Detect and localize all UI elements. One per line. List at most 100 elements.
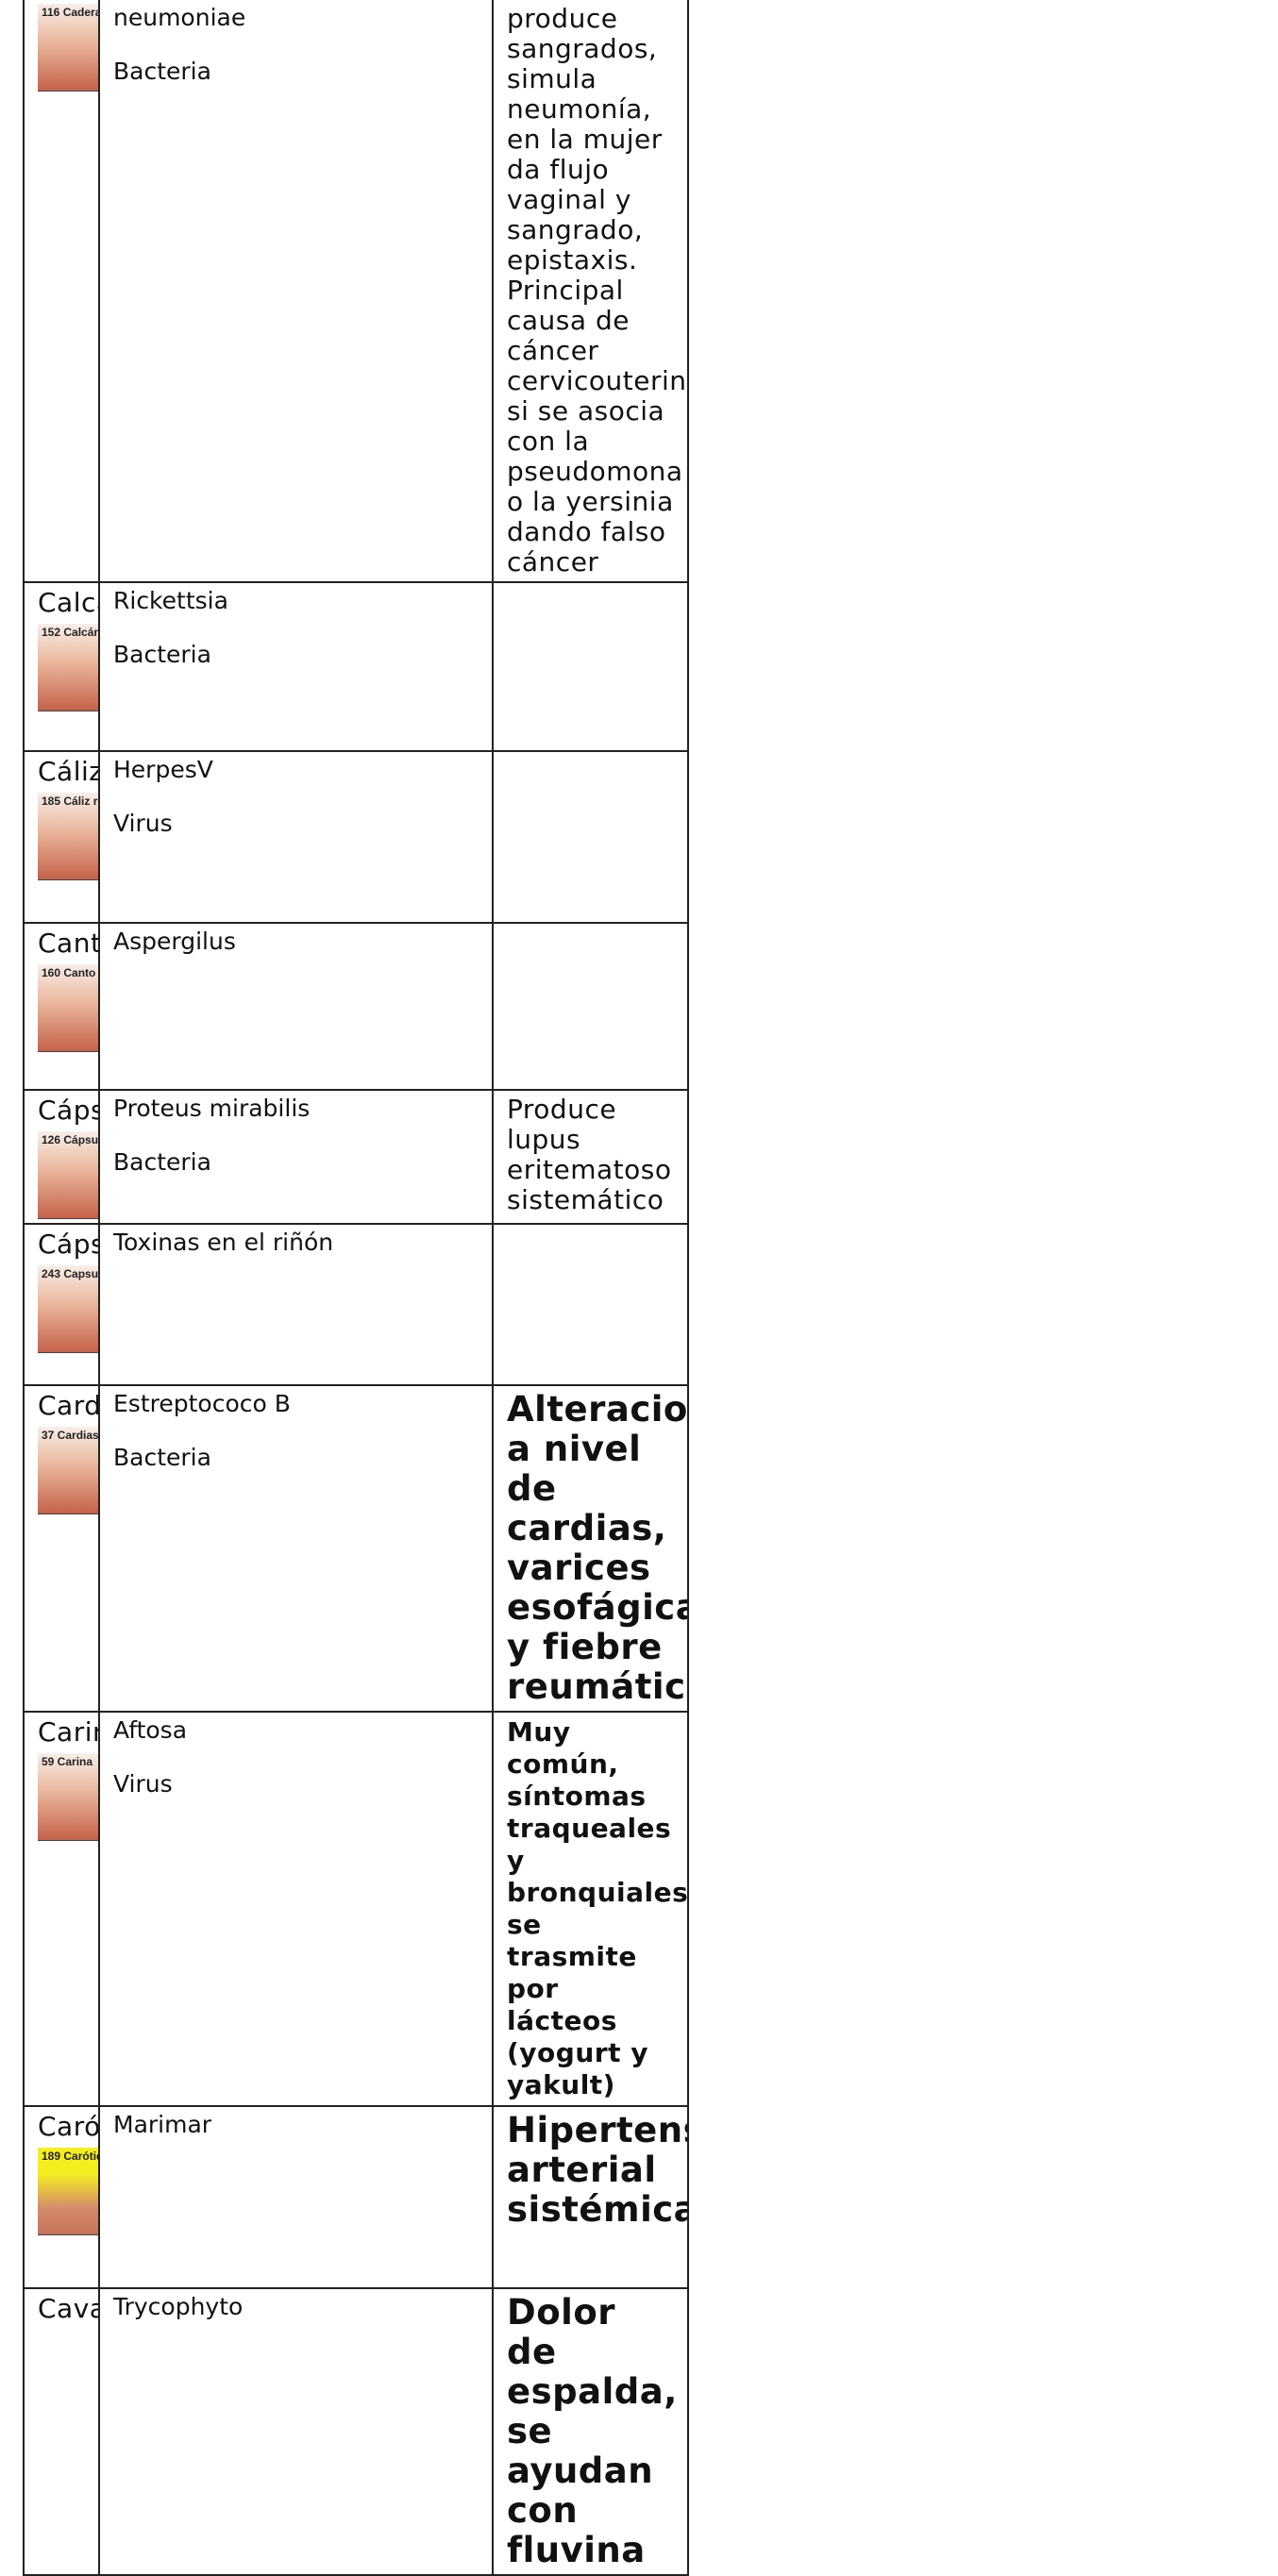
point-cell: Cáliz Renal– Urétero 185 Cáliz renal185 U… xyxy=(23,750,100,924)
table-row: 30Cápsula Renal– Cáp Renal126 Cápsula re… xyxy=(23,1089,1260,1225)
description-cell: Muy común, síntomas traqueales y bronqui… xyxy=(492,1711,689,2107)
point-cell: Cava– Cava xyxy=(23,2287,100,2576)
description-cell: Hipertensión arterial sistémica xyxy=(492,2105,689,2289)
point-images: 160 Canto160 Canto xyxy=(38,964,97,1052)
pathogen-cell: Toxinas en el riñón xyxy=(98,1223,494,1386)
pathogen-line: Bacteria xyxy=(113,1444,211,1471)
point-title: Cápsula Renal– Cáp Renal xyxy=(38,1095,97,1126)
point-images: 185 Cáliz renal185 Uretero xyxy=(38,793,98,880)
point-image: 160 Canto xyxy=(38,964,97,1051)
description: Hipertensión arterial sistémica xyxy=(507,2110,688,2230)
point-image: 189 Carótida xyxy=(38,2148,97,2234)
pathogen-line: HerpesV xyxy=(113,756,213,783)
point-title: Cápsula renal – Vejiga xyxy=(38,1229,97,1260)
point-cell: Canto Ojo - Canto Del Ojo 160 Canto160 Ca… xyxy=(23,922,100,1091)
description-cell xyxy=(492,922,689,1091)
table-row: 28Cáliz Renal– Urétero185 Cáliz renal185… xyxy=(23,750,1260,924)
description-cell xyxy=(492,750,689,924)
pathogen-line: Bacteria xyxy=(113,1148,211,1176)
description-cell: Alteraciones a nivel de cardias, varices… xyxy=(492,1384,689,1713)
pathogen-line: Aftosa xyxy=(113,1716,188,1744)
description-cell: produce sangrados, simula neumonía, en l… xyxy=(492,0,689,583)
point-title: Cardias– Suprarrenales xyxy=(38,1390,99,1421)
point-images: 189 Carótida189 Carótida xyxy=(38,2148,97,2235)
table-row: 35Cava– CavaTrycophytoDolor de espalda, … xyxy=(23,2287,1260,2576)
description-cell xyxy=(492,1223,689,1386)
point-image: 59 Carina xyxy=(38,1753,97,1840)
point-image: 116 Cadera xyxy=(38,4,99,91)
description: Produce lupus eritematoso sistemático xyxy=(507,1094,672,1215)
point-cell: 116 Cadera116 Cadera xyxy=(23,0,100,583)
pathogen-line: Proteus mirabilis xyxy=(113,1095,311,1122)
pathogen-line: Bacteria xyxy=(113,641,211,668)
description: Alteraciones a nivel de cardias, varices… xyxy=(507,1389,688,1707)
table-row: 29Canto Ojo - Canto Del Ojo160 Canto160 … xyxy=(23,922,1260,1091)
image-label: 243 Capsula Renal xyxy=(42,1267,99,1280)
point-image: 152 Calcáneo xyxy=(38,624,97,711)
point-cell: Cápsula renal – Vejiga 243 Capsula Renal2… xyxy=(23,1223,100,1386)
point-image: 37 Cardias xyxy=(38,1427,99,1514)
image-label: 126 Cápsula renal xyxy=(42,1133,99,1146)
point-image: 126 Cápsula renal xyxy=(38,1131,99,1218)
table-row: 32Cardias– Suprarrenales37 Cardias37 Sup… xyxy=(23,1384,1260,1713)
image-label: 37 Cardias xyxy=(42,1429,99,1442)
table-row: 27Calcáneo– Calcáneo152 Calcáneo152 Calc… xyxy=(23,581,1260,752)
pathogen-cell: Marimar xyxy=(98,2105,494,2289)
point-images: 152 Calcáneo152 Calcáneo xyxy=(38,624,97,711)
pathogen-cell: Rickettsia Bacteria xyxy=(98,581,494,752)
pathogen-cell: neumoniae Bacteria xyxy=(98,0,494,583)
pathogen-line: Aspergilus xyxy=(113,928,236,955)
table-row: 116 Cadera116 Cadera neumoniae Bacteria pro… xyxy=(23,0,1260,583)
page: 116 Cadera116 Cadera neumoniae Bacteria pro… xyxy=(23,0,689,2576)
pathogen-cell: Proteus mirabilis Bacteria xyxy=(98,1089,494,1225)
pathogen-line: Trycophyto xyxy=(113,2293,244,2320)
pathogen-line: Estreptococo B xyxy=(113,1390,291,1417)
point-cell: Carótida - Carótida 189 Carótida189 Carót… xyxy=(23,2105,100,2289)
table-row: 31Cápsula renal – Vejiga243 Capsula Rena… xyxy=(23,1223,1260,1386)
point-images: 59 Carina59 Carina xyxy=(38,1753,97,1841)
description-cell xyxy=(492,581,689,752)
image-label: 152 Calcáneo xyxy=(42,626,97,639)
description: produce sangrados, simula neumonía, en l… xyxy=(507,3,688,577)
description: Muy común, síntomas traqueales y bronqui… xyxy=(507,1716,688,2100)
description: Dolor de espalda, se ayudan con fluvina xyxy=(507,2292,678,2570)
pathogen-line: Marimar xyxy=(113,2111,212,2138)
point-title: Carótida - Carótida xyxy=(38,2111,99,2142)
point-image: 185 Cáliz renal xyxy=(38,793,98,879)
image-label: 59 Carina xyxy=(42,1755,93,1768)
pathogen-cell: HerpesV Virus xyxy=(98,750,494,924)
point-image: 243 Capsula Renal xyxy=(38,1265,99,1352)
point-cell: Cardias– Suprarrenales 37 Cardias37 Supra… xyxy=(23,1384,100,1713)
image-caption: HERPES 5 xyxy=(38,880,97,894)
description-cell: Dolor de espalda, se ayudan con fluvina xyxy=(492,2287,689,2576)
point-images: 37 Cardias37 Suprarrenales xyxy=(38,1427,99,1514)
pathogen-line: Virus xyxy=(113,810,173,837)
pathogen-line: Bacteria xyxy=(113,58,211,85)
pathogen-cell: Estreptococo B Bacteria xyxy=(98,1384,494,1713)
pathogen-line: Virus xyxy=(113,1770,173,1798)
point-images: 116 Cadera116 Cadera xyxy=(38,4,99,92)
image-label: 116 Cadera xyxy=(42,6,99,19)
pathogen-line: Toxinas en el riñón xyxy=(113,1229,334,1256)
point-cell: Calcáneo– Calcáneo 152 Calcáneo152 Calcán… xyxy=(23,581,100,752)
pathogen-cell: Aftosa Virus xyxy=(98,1711,494,2107)
point-title: Cava– Cava xyxy=(38,2293,97,2324)
description-cell: Produce lupus eritematoso sistemático xyxy=(492,1089,689,1225)
point-cell: Cápsula Renal– Cáp Renal 126 Cápsula rena… xyxy=(23,1089,100,1225)
image-label: 185 Cáliz renal xyxy=(42,795,98,808)
table-row: 34Carótida - Carótida189 Carótida189 Car… xyxy=(23,2105,1260,2289)
image-label: 160 Canto xyxy=(42,966,96,979)
table: 116 Cadera116 Cadera neumoniae Bacteria pro… xyxy=(23,0,1261,2576)
image-label: 189 Carótida xyxy=(42,2149,97,2163)
point-title: Cáliz Renal– Urétero xyxy=(38,756,99,787)
point-title: Carina– Carina xyxy=(38,1716,97,1748)
pathogen-line: Rickettsia xyxy=(113,587,228,614)
pathogen-cell: Trycophyto xyxy=(98,2287,494,2576)
table-row: 33Carina– Carina59 Carina59 CarinaAftosa… xyxy=(23,1711,1260,2107)
point-title: Canto Ojo - Canto Del Ojo xyxy=(38,928,97,959)
pathogen-cell: Aspergilus xyxy=(98,922,494,1091)
point-title: Calcáneo– Calcáneo xyxy=(38,587,97,618)
point-images: 243 Capsula Renal243 Vejiga xyxy=(38,1265,99,1353)
point-cell: Carina– Carina 59 Carina59 Carina xyxy=(23,1711,100,2107)
pathogen-line: neumoniae xyxy=(113,4,246,31)
